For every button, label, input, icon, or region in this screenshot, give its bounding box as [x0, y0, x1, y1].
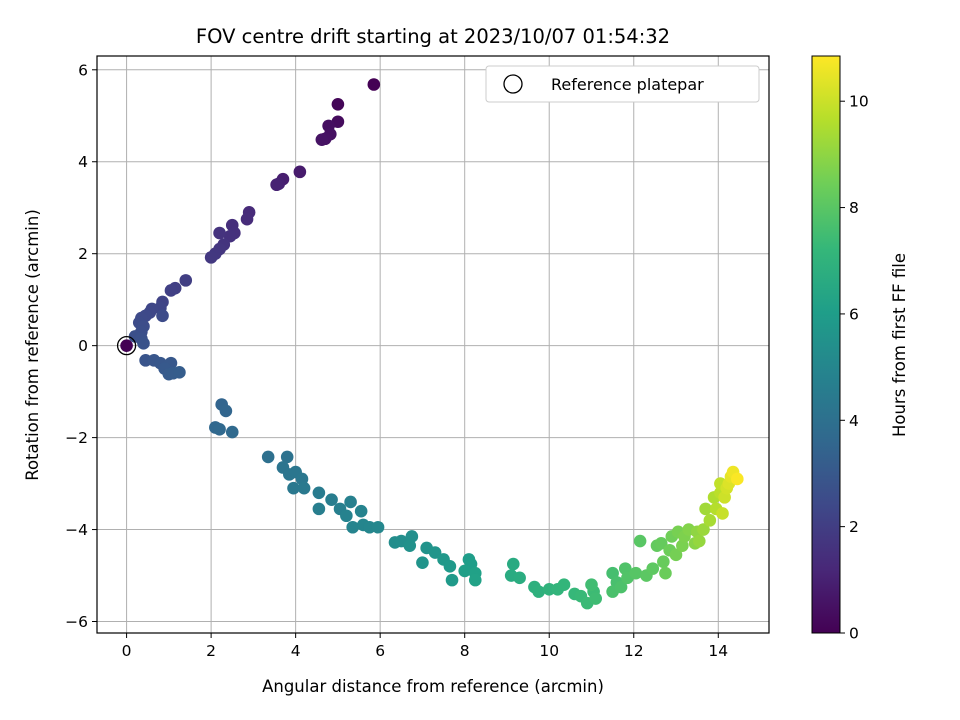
scatter-point [164, 284, 178, 297]
scatter-point [240, 212, 254, 226]
scatter-point [428, 546, 442, 559]
reference-point-fill [120, 339, 133, 352]
scatter-point [703, 514, 717, 527]
legend-entry-label: Reference platepar [551, 75, 704, 94]
scatter-point [507, 557, 520, 571]
scatter-point [354, 504, 368, 518]
x-axis-label: Angular distance from reference (arcmin) [262, 677, 604, 696]
colorbar-label: Hours from first FF file [890, 253, 909, 437]
colorbar-ticks: 0 2 4 6 8 10 [840, 93, 869, 643]
colorbar: 0 2 4 6 8 10 Hours from first FF file [811, 55, 909, 643]
scatter-point [585, 578, 598, 592]
scatter-point [633, 534, 647, 548]
scatter-point [697, 523, 710, 536]
scatter-point [669, 548, 683, 562]
scatter-point [659, 566, 672, 580]
scatter-point [156, 309, 169, 323]
scatter-point [629, 566, 643, 580]
y-tick-label: 2 [78, 245, 88, 263]
grid-lines [97, 56, 769, 633]
scatter-point [315, 133, 329, 146]
scatter-point [716, 507, 729, 520]
x-tick-label: 2 [206, 642, 216, 660]
y-tick-label: −4 [65, 521, 88, 539]
y-tick-label: 6 [78, 61, 88, 79]
scatter-point [280, 450, 294, 464]
scatter-point [325, 493, 338, 506]
scatter-point [219, 404, 233, 418]
scatter-point [293, 165, 307, 179]
scatter-point [331, 97, 345, 111]
scatter-point [225, 425, 239, 439]
scatter-point [614, 580, 628, 594]
scatter-point [654, 537, 668, 550]
scatter-point [646, 562, 660, 575]
colorbar-tick-label: 4 [849, 412, 859, 430]
legend: Reference platepar [485, 65, 760, 103]
y-tick-label: 4 [78, 153, 88, 171]
colorbar-gradient [811, 55, 841, 634]
x-tick-label: 10 [539, 642, 559, 660]
scatter-point [340, 509, 353, 523]
x-tick-label: 14 [708, 642, 728, 660]
colorbar-tick-label: 0 [849, 625, 859, 643]
y-axis-label: Rotation from reference (arcmin) [23, 209, 42, 481]
scatter-point [589, 592, 603, 605]
colorbar-tick-label: 8 [849, 199, 859, 217]
scatter-point [692, 534, 706, 548]
scatter-point [657, 555, 670, 569]
x-tick-label: 8 [460, 642, 470, 660]
scatter-point [557, 578, 571, 592]
scatter-point [731, 472, 744, 486]
scatter-point [137, 337, 150, 350]
scatter-point [312, 486, 326, 500]
scatter-point [287, 481, 300, 495]
scatter-point [699, 502, 712, 516]
legend-reference-marker-icon [503, 74, 523, 94]
scatter-point [458, 564, 471, 578]
scatter-point [416, 556, 429, 569]
scatter-point [468, 573, 482, 587]
x-tick-label: 6 [375, 642, 385, 660]
scatter-point [204, 251, 218, 264]
scatter-points [128, 78, 744, 610]
scatter-point [403, 539, 417, 552]
colorbar-tick-label: 10 [849, 93, 869, 111]
chart-title: FOV centre drift starting at 2023/10/07 … [196, 25, 670, 48]
scatter-point [297, 481, 311, 495]
scatter-point [312, 502, 326, 516]
x-tick-label: 4 [291, 642, 301, 660]
x-axis-ticks: 0 2 4 6 8 10 12 14 [122, 633, 728, 660]
reference-point-ring [116, 335, 137, 356]
scatter-point [173, 366, 186, 379]
scatter-point [270, 178, 283, 192]
y-tick-label: −6 [65, 613, 88, 631]
scatter-point [445, 573, 459, 587]
colorbar-tick-label: 6 [849, 305, 859, 323]
colorbar-tick-label: 2 [849, 518, 859, 536]
y-axis-ticks: −6 −4 −2 0 2 4 6 [65, 61, 97, 631]
scatter-point [443, 560, 457, 573]
scatter-point [513, 571, 526, 585]
scatter-point [344, 495, 357, 509]
scatter-point [371, 520, 385, 534]
y-tick-label: −2 [65, 429, 88, 447]
x-tick-label: 0 [122, 642, 132, 660]
scatter-point [532, 585, 545, 598]
scatter-point [346, 520, 359, 534]
legend-box [485, 65, 760, 103]
scatter-point [261, 450, 275, 464]
scatter-point [179, 274, 193, 287]
plot-frame [96, 55, 770, 634]
scatter-point [213, 226, 226, 240]
scatter-point [213, 423, 226, 436]
x-tick-label: 12 [624, 642, 644, 660]
scatter-point [367, 78, 381, 91]
y-tick-label: 0 [78, 337, 88, 355]
reference-platepar-marker [116, 335, 137, 356]
